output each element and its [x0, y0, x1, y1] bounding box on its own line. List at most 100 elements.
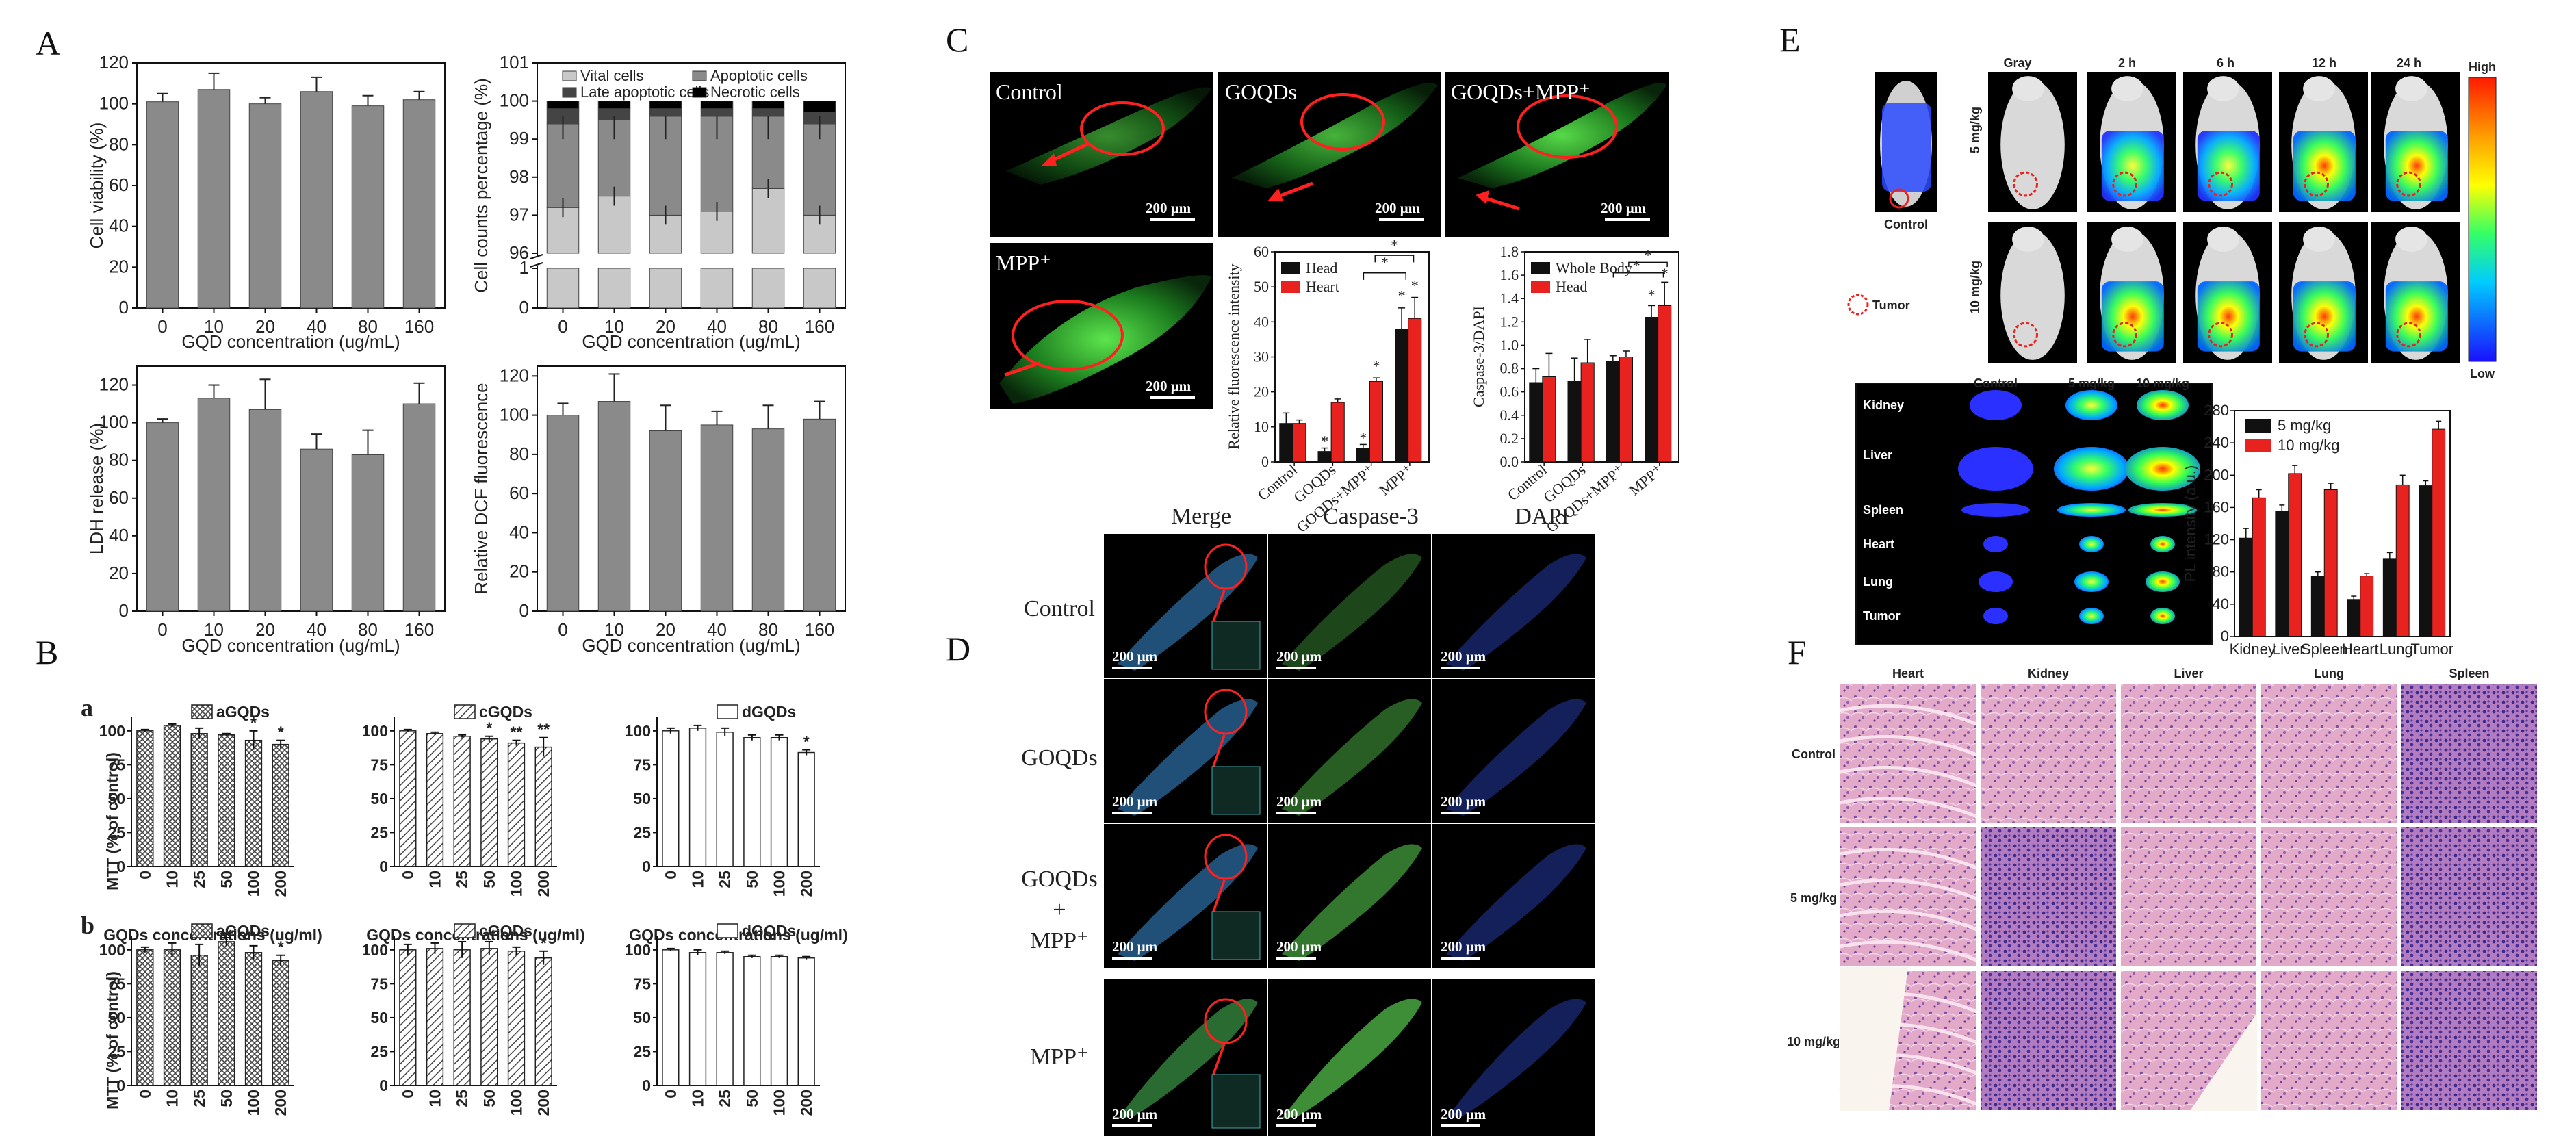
y-tick-label: 0	[119, 297, 129, 318]
x-tick-label: 100	[771, 1090, 788, 1116]
x-tick-label: 25	[190, 871, 208, 888]
y-tick-label: 75	[370, 756, 388, 773]
roi-circle	[1204, 998, 1248, 1044]
y-axis-label: PL intensity (a.u.)	[2182, 465, 2199, 582]
x-tick-label: Spleen	[2301, 641, 2348, 658]
scale-bar	[1112, 1124, 1152, 1127]
x-tick-label: 10	[426, 1090, 444, 1107]
mouse-head	[2207, 76, 2239, 102]
fish-silhouette	[1282, 844, 1422, 961]
row-label: 10 mg/kg	[1787, 1035, 1840, 1048]
bar	[190, 733, 208, 867]
signal-overlay	[2293, 281, 2356, 352]
scale-bar	[1276, 1124, 1316, 1127]
bar	[244, 952, 263, 1086]
column-merge: Merge	[1171, 504, 1231, 529]
bar	[2347, 599, 2361, 637]
fish-silhouette	[1118, 999, 1258, 1119]
panel-label-f: F	[1788, 633, 1807, 671]
mouse-head	[2303, 227, 2335, 253]
time-label-gray: Gray	[2003, 56, 2031, 70]
bar	[507, 742, 526, 867]
bar-segment	[803, 123, 836, 216]
x-tick-label: 200	[797, 871, 815, 897]
x-tick-label: 160	[404, 316, 434, 337]
legend-head: Head	[1556, 278, 1587, 295]
confocal-image	[1432, 679, 1595, 823]
signal-overlay	[2197, 131, 2260, 201]
signal-overlay	[2385, 281, 2448, 352]
mouse-body	[2000, 80, 2065, 209]
legend-swatch	[717, 923, 738, 938]
bar	[190, 954, 208, 1086]
x-tick-label: 0	[558, 619, 567, 640]
organ-image	[2137, 390, 2189, 420]
column-liver: Liver	[2174, 667, 2203, 680]
bar-segment	[751, 101, 785, 110]
x-tick-label: 100	[508, 1090, 526, 1116]
organ-label-kidney: Kidney	[1863, 398, 1904, 412]
fish-silhouette	[1282, 999, 1422, 1119]
bar	[1395, 329, 1409, 463]
zoom-inset	[1211, 911, 1261, 960]
bar	[743, 736, 761, 867]
significance-mark: *	[1359, 429, 1367, 446]
bar	[1292, 423, 1306, 463]
x-tick-label: 160	[805, 316, 834, 337]
bar	[480, 948, 498, 1086]
row-goqds-mpp-1: GOQDs	[1021, 866, 1097, 892]
bar	[146, 422, 179, 612]
mouse-body	[2000, 231, 2065, 360]
bar	[688, 952, 707, 1086]
legend-label: cGQDs	[479, 703, 532, 721]
legend: Vital cells Apoptotic cells Late apoptot…	[562, 67, 808, 101]
bar	[534, 957, 552, 1086]
x-tick-label: 10	[604, 619, 624, 640]
x-tick-label: 20	[255, 619, 275, 640]
y-tick-label: 1.0	[1500, 336, 1519, 353]
significance-mark: *	[1391, 236, 1398, 253]
column-lung: Lung	[2314, 667, 2344, 680]
scale-bar-label: 200 μm	[1112, 648, 1158, 665]
y-tick-label: 25	[370, 1042, 388, 1060]
legend-heart: Heart	[1306, 278, 1339, 295]
y-tick-label: 100	[500, 90, 529, 111]
y-tick-label: 0	[379, 858, 388, 875]
organ-image	[1961, 503, 2030, 517]
significance-mark: *	[1648, 286, 1656, 303]
column-caspase: Caspase-3	[1323, 504, 1419, 529]
zoom-inset	[1211, 621, 1261, 670]
x-tick-label: 50	[743, 1090, 761, 1107]
bar-vital-lower	[649, 268, 682, 309]
bar	[402, 403, 436, 612]
bar	[399, 949, 417, 1086]
bar-segment	[649, 101, 682, 110]
legend-necrotic: Necrotic cells	[710, 83, 800, 101]
y-tick-label: 80	[509, 443, 529, 464]
organ-image	[2079, 536, 2104, 552]
bar	[2239, 537, 2253, 637]
legend-label: dGQDs	[742, 703, 796, 721]
axis-break-mark	[530, 262, 543, 268]
y-axis-label: Caspase-3/DAPI	[1470, 306, 1487, 407]
scale-bar-label: 200 μm	[1146, 200, 1192, 216]
x-tick-label: 160	[404, 619, 434, 640]
x-tick-label: 0	[157, 619, 167, 640]
y-tick-label: 0.8	[1500, 360, 1519, 377]
bar	[300, 448, 333, 612]
y-tick-label: 240	[2204, 434, 2229, 451]
mouse-head	[2395, 227, 2427, 253]
signal-overlay	[2101, 281, 2164, 352]
y-tick-label: 40	[1254, 313, 1269, 330]
y-tick-label: 0	[519, 297, 529, 318]
bar	[351, 105, 385, 309]
organ-label-spleen: Spleen	[1863, 503, 1903, 517]
confocal-image	[1268, 534, 1431, 678]
bar-segment	[751, 188, 785, 254]
y-tick-label: 96	[509, 242, 529, 263]
roi-arrow	[1212, 734, 1226, 767]
y-tick-label: 1.6	[1500, 266, 1519, 283]
x-tick-label: 10	[204, 316, 224, 337]
